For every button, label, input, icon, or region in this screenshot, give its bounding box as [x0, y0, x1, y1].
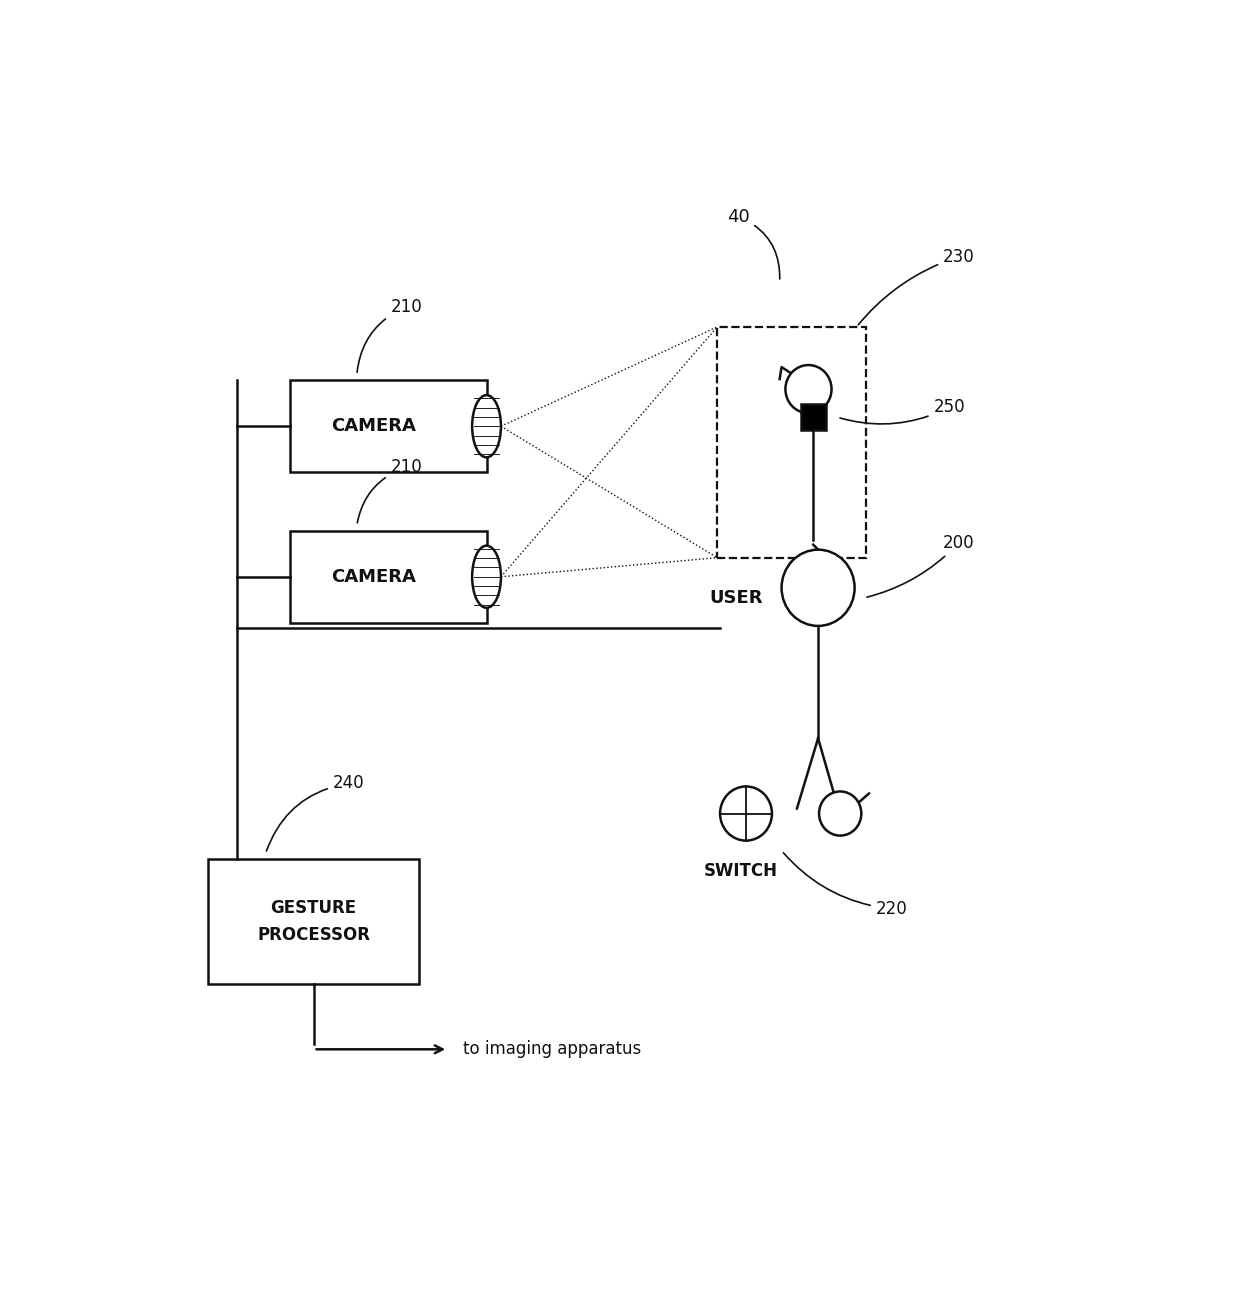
Text: SWITCH: SWITCH [704, 861, 779, 880]
Circle shape [781, 550, 854, 625]
Text: CAMERA: CAMERA [331, 417, 417, 435]
Text: 250: 250 [839, 399, 965, 423]
Text: 210: 210 [357, 459, 422, 523]
Text: CAMERA: CAMERA [331, 568, 417, 586]
Text: to imaging apparatus: to imaging apparatus [463, 1040, 641, 1058]
Bar [717, 327, 866, 558]
Text: 240: 240 [267, 774, 365, 851]
Text: USER: USER [709, 589, 763, 607]
Text: 220: 220 [784, 852, 908, 917]
Ellipse shape [472, 546, 501, 607]
Bar [290, 380, 486, 473]
Text: 40: 40 [727, 207, 780, 279]
Circle shape [785, 365, 832, 413]
Text: GESTURE
PROCESSOR: GESTURE PROCESSOR [257, 899, 370, 943]
Text: 230: 230 [858, 248, 975, 324]
Circle shape [720, 787, 773, 840]
Bar [290, 530, 486, 623]
Circle shape [820, 791, 862, 835]
Bar [208, 859, 419, 984]
Text: 210: 210 [357, 298, 422, 373]
Text: 200: 200 [867, 534, 975, 597]
Ellipse shape [472, 395, 501, 457]
